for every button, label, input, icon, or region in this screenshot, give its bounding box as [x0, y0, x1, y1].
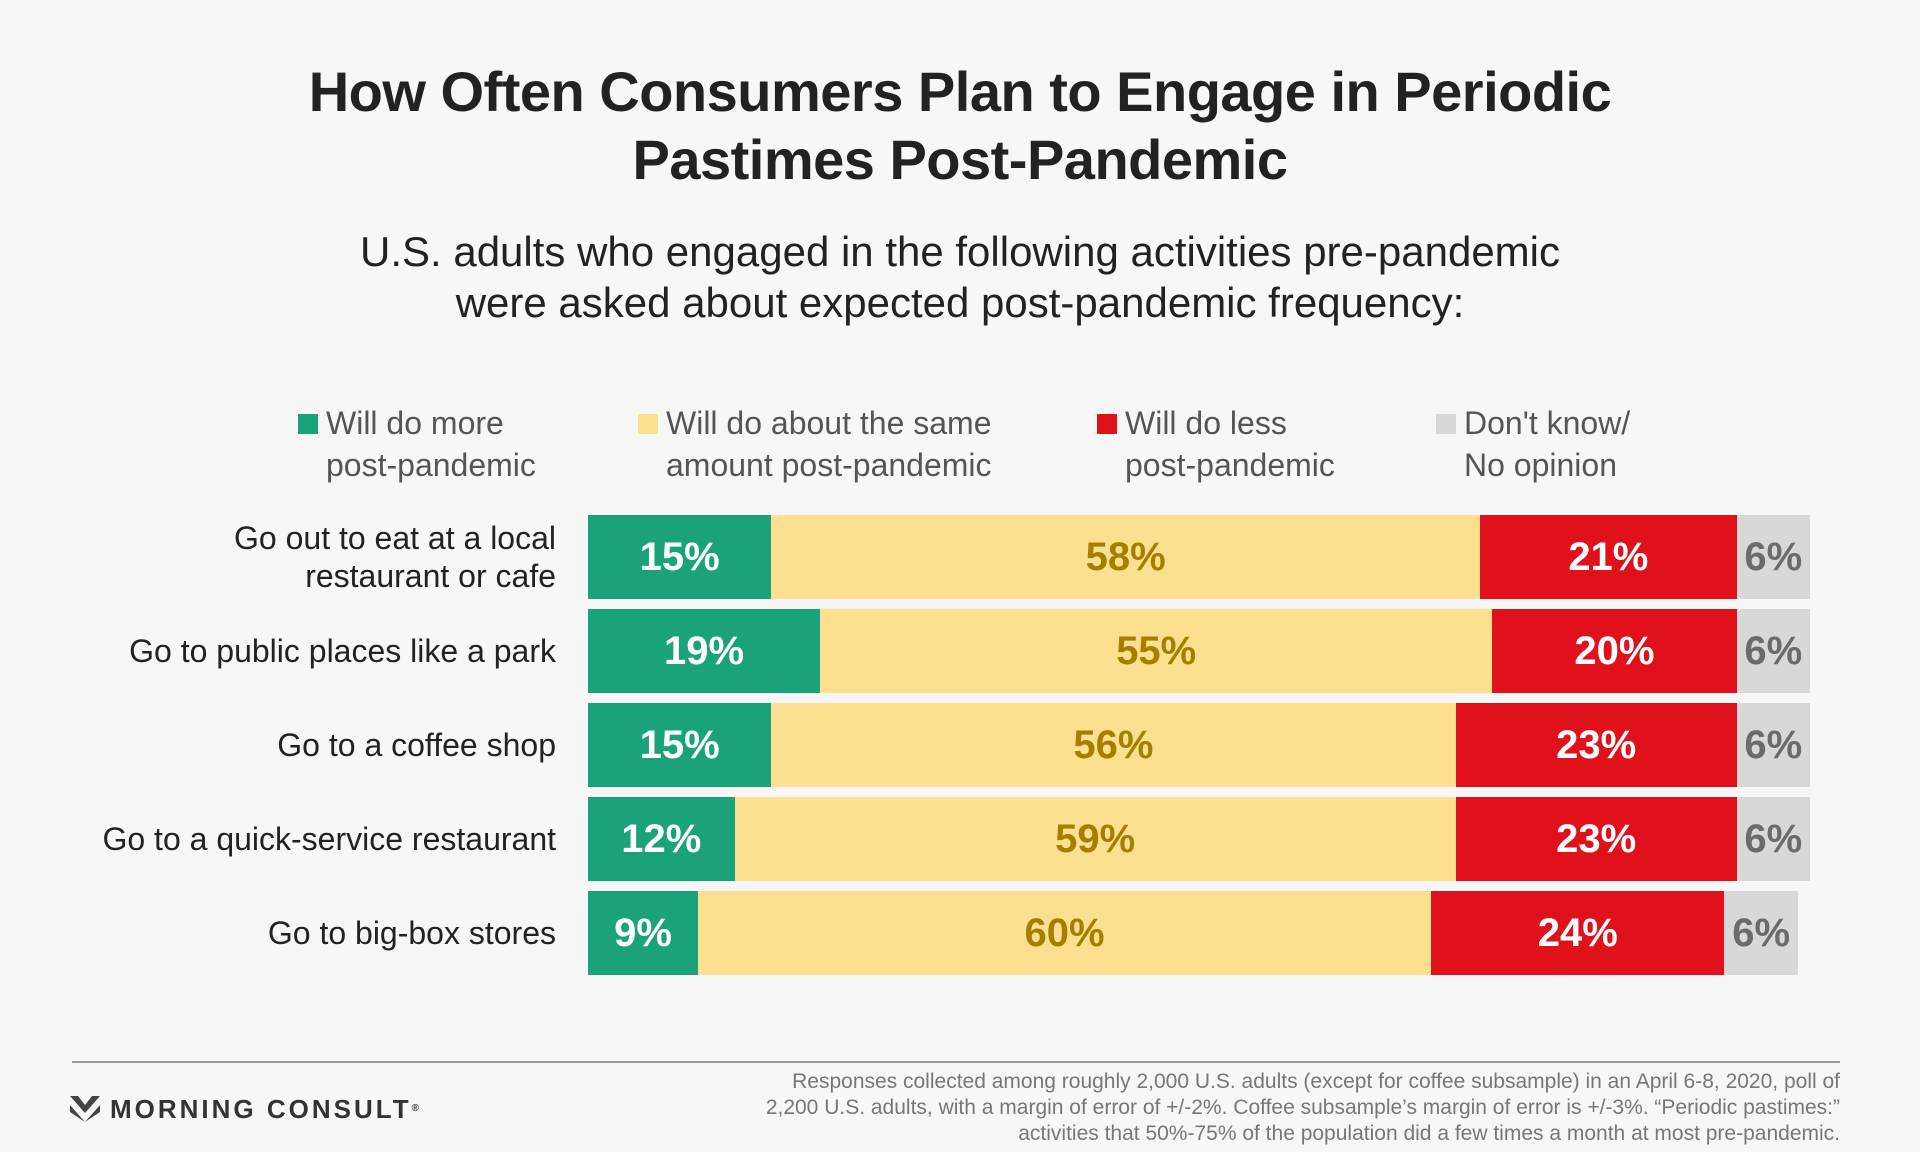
bar-segment-more-1: 15% [588, 515, 772, 599]
bar-segment-same-5: 60% [697, 891, 1432, 975]
bar-segment-less-3: 23% [1455, 703, 1737, 787]
chart-title-line-2: Pastimes Post-Pandemic [632, 128, 1288, 191]
bar-segment-same-2: 55% [820, 609, 1493, 693]
legend-swatch-dont-know [1436, 414, 1456, 434]
row-label-2: Go to public places like a park [129, 632, 556, 670]
legend-label-less-line-1: Will do less [1125, 405, 1287, 441]
chart-subtitle-line-1: U.S. adults who engaged in the following… [359, 228, 1560, 275]
legend: Will do more post-pandemic Will do about… [0, 402, 1920, 492]
bar-segment-less-1: 21% [1480, 515, 1737, 599]
legend-label-more: Will do more post-pandemic [326, 402, 536, 486]
legend-label-more-line-1: Will do more [326, 405, 504, 441]
brand-name-text: MORNING CONSULT [110, 1094, 412, 1124]
data-label-same-3: 56% [1073, 722, 1154, 767]
bar-segment-dont-know-2: 6% [1736, 609, 1810, 693]
data-label-more-1: 15% [639, 534, 720, 579]
bar-segment-dont-know-3: 6% [1736, 703, 1810, 787]
data-label-dont-know-2: 6% [1744, 628, 1803, 673]
chart-subtitle-line-2: were asked about expected post-pandemic … [455, 279, 1465, 326]
row-label-2-line-1: Go to public places like a park [129, 633, 556, 669]
legend-label-dont-know-line-2: No opinion [1464, 447, 1617, 483]
row-label-4-line-1: Go to a quick-service restaurant [102, 821, 556, 857]
bar-segment-same-1: 58% [771, 515, 1481, 599]
legend-swatch-same [638, 414, 658, 434]
legend-label-more-line-2: post-pandemic [326, 447, 536, 483]
bar-segment-less-2: 20% [1492, 609, 1737, 693]
data-label-same-2: 55% [1116, 628, 1197, 673]
row-label-5: Go to big-box stores [268, 914, 556, 952]
row-label-3: Go to a coffee shop [277, 726, 556, 764]
data-label-more-4: 12% [621, 816, 702, 861]
row-label-5-line-1: Go to big-box stores [267, 915, 556, 951]
row-label-1: Go out to eat at a local restaurant or ca… [234, 519, 556, 595]
row-label-1-line-1: Go out to eat at a local [234, 520, 556, 556]
footer-divider [72, 1061, 1840, 1063]
data-label-more-2: 19% [664, 628, 745, 673]
bar-segment-more-5: 9% [588, 891, 698, 975]
data-label-less-1: 21% [1568, 534, 1649, 579]
footnote-line-2: 2,200 U.S. adults, with a margin of erro… [765, 1096, 1840, 1119]
footnote-line-1: Responses collected among roughly 2,000 … [792, 1070, 1840, 1093]
bar-segment-less-4: 23% [1455, 797, 1737, 881]
bar-segment-dont-know-1: 6% [1736, 515, 1810, 599]
morning-consult-m-icon [70, 1096, 100, 1122]
data-label-less-5: 24% [1537, 910, 1618, 955]
brand-registered-mark: ® [411, 1103, 419, 1114]
row-label-4: Go to a quick-service restaurant [102, 820, 556, 858]
bar-segment-dont-know-5: 6% [1724, 891, 1798, 975]
brand-name: MORNING CONSULT® [110, 1092, 419, 1126]
legend-label-less-line-2: post-pandemic [1125, 447, 1335, 483]
row-label-1-line-2: restaurant or cafe [305, 558, 556, 594]
chart-title-line-1: How Often Consumers Plan to Engage in Pe… [308, 60, 1612, 123]
data-label-dont-know-5: 6% [1732, 910, 1791, 955]
bar-segment-same-3: 56% [771, 703, 1456, 787]
bar-segment-same-4: 59% [734, 797, 1456, 881]
legend-label-dont-know: Don't know/ No opinion [1464, 402, 1630, 486]
chart-title: How Often Consumers Plan to Engage in Pe… [0, 58, 1920, 194]
bar-segment-more-3: 15% [588, 703, 772, 787]
row-label-3-line-1: Go to a coffee shop [277, 727, 556, 763]
data-label-less-2: 20% [1574, 628, 1655, 673]
legend-label-dont-know-line-1: Don't know/ [1464, 405, 1631, 441]
legend-swatch-more [298, 414, 318, 434]
footnote-line-3: activities that 50%-75% of the populatio… [1018, 1122, 1840, 1145]
data-label-same-5: 60% [1024, 910, 1105, 955]
bar-segment-less-5: 24% [1431, 891, 1725, 975]
data-label-more-3: 15% [639, 722, 720, 767]
data-label-same-4: 59% [1055, 816, 1136, 861]
data-label-less-3: 23% [1556, 722, 1637, 767]
legend-swatch-less [1097, 414, 1117, 434]
legend-label-less: Will do less post-pandemic [1125, 402, 1335, 486]
legend-label-same-line-2: amount post-pandemic [666, 447, 992, 483]
data-label-dont-know-3: 6% [1744, 722, 1803, 767]
data-label-less-4: 23% [1556, 816, 1637, 861]
legend-label-same-line-1: Will do about the same [666, 405, 992, 441]
bar-segment-more-4: 12% [588, 797, 735, 881]
data-label-same-1: 58% [1085, 534, 1166, 579]
data-label-more-5: 9% [614, 910, 672, 955]
chart-subtitle: U.S. adults who engaged in the following… [0, 226, 1920, 328]
bar-segment-dont-know-4: 6% [1736, 797, 1810, 881]
data-label-dont-know-1: 6% [1744, 534, 1803, 579]
footnote: Responses collected among roughly 2,000 … [540, 1069, 1840, 1147]
data-label-dont-know-4: 6% [1744, 816, 1803, 861]
bar-segment-more-2: 19% [588, 609, 821, 693]
legend-label-same: Will do about the same amount post-pande… [666, 402, 992, 486]
